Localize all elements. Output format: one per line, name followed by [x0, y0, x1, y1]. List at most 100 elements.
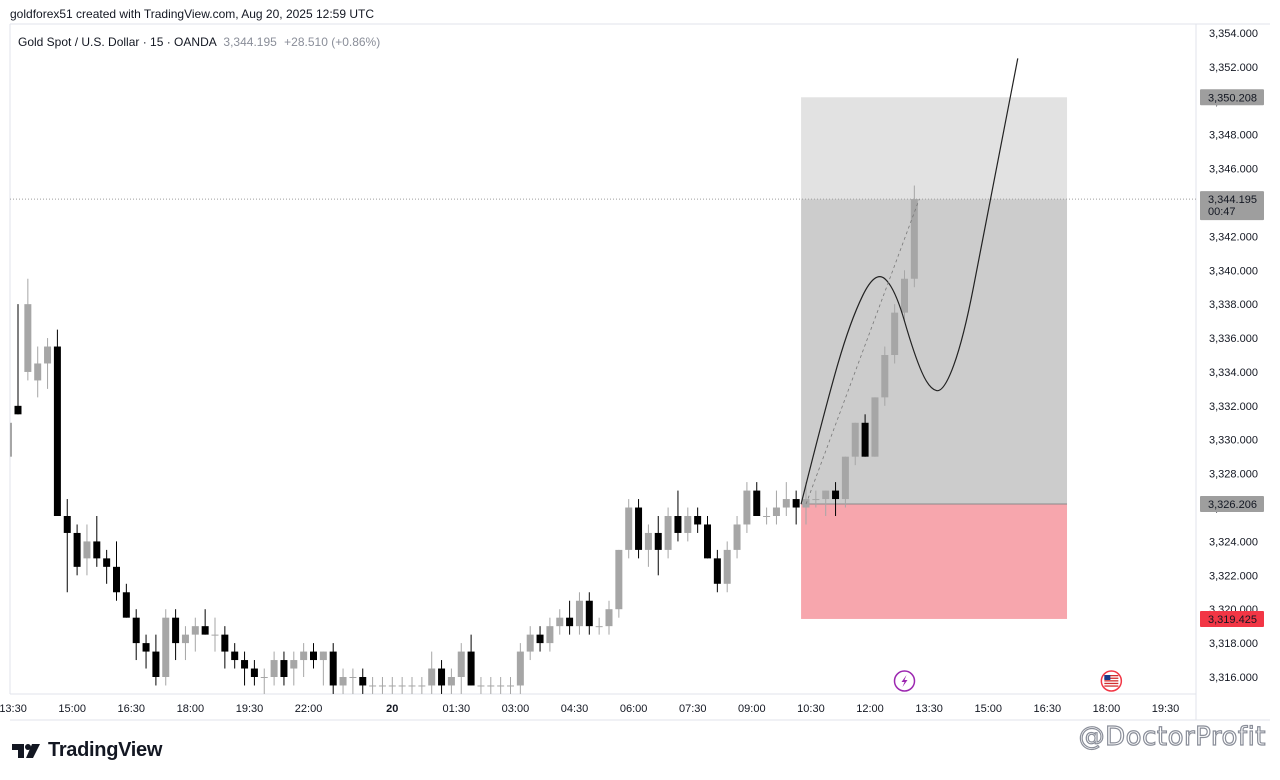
candle-body — [349, 677, 357, 678]
time-tick-label: 10:30 — [797, 703, 825, 715]
candle — [172, 609, 180, 661]
watermark: @DoctorProfit — [1078, 721, 1266, 752]
candle-body — [901, 278, 908, 313]
candle-body — [733, 524, 741, 550]
candle — [152, 634, 160, 686]
events[interactable] — [893, 670, 1123, 692]
candle — [349, 668, 357, 694]
target-price-tag-bg — [1200, 89, 1264, 106]
candle — [635, 499, 643, 559]
candle — [536, 626, 544, 652]
candle — [625, 499, 633, 559]
candle-body — [575, 600, 583, 627]
candle — [782, 482, 790, 516]
time-tick-label: 19:30 — [1152, 703, 1180, 715]
current-price-tag-bg — [1200, 191, 1264, 221]
price-tick-label: 3,322.000 — [1209, 570, 1258, 582]
candle-body — [832, 490, 840, 500]
candle — [290, 651, 298, 686]
candle-body — [113, 566, 120, 593]
candle-body — [477, 685, 485, 687]
candle-body — [73, 532, 81, 567]
projection-path — [800, 58, 1019, 505]
candle-body — [585, 600, 593, 627]
candle — [44, 338, 52, 389]
candle-body — [132, 617, 140, 644]
candle — [339, 668, 347, 694]
candle-body — [772, 507, 780, 516]
candle — [388, 677, 396, 694]
dashed-trend-line — [805, 198, 920, 505]
entry-price-tag: 3,326.206 — [1208, 499, 1257, 511]
candle — [487, 677, 495, 694]
candle-body — [841, 456, 849, 500]
candle-body — [644, 532, 652, 550]
profit-zone — [801, 199, 1068, 505]
tradingview-logo[interactable]: TradingView — [12, 739, 162, 762]
candle — [408, 677, 416, 694]
candle-body — [172, 617, 180, 644]
candle-body — [34, 363, 42, 381]
candle-body — [191, 626, 199, 635]
candle — [664, 507, 672, 559]
candle-body — [595, 626, 603, 628]
time-tick-label: 18:00 — [177, 703, 205, 715]
candle — [221, 626, 229, 669]
candle-body — [260, 677, 268, 678]
candle-body — [369, 685, 377, 687]
candle — [260, 668, 268, 694]
candle — [241, 651, 249, 686]
candle — [142, 634, 150, 669]
target-price-tag: 3,350.208 — [1208, 92, 1257, 104]
candle — [556, 609, 564, 635]
us-flag-event-icon[interactable] — [1100, 670, 1123, 692]
candle-body — [536, 634, 544, 644]
candle-body — [53, 346, 61, 516]
candle-body — [211, 634, 219, 636]
price-tick-label: 3,354.000 — [1209, 28, 1258, 40]
candles — [10, 185, 918, 694]
price-tick-label: 3,328.000 — [1209, 469, 1258, 481]
candle — [438, 660, 446, 694]
candle — [201, 609, 209, 635]
candle-body — [103, 558, 111, 567]
candle-body — [507, 685, 514, 687]
candle-body — [871, 397, 879, 457]
profit-zone-upper — [801, 97, 1068, 200]
candle — [359, 668, 367, 694]
candle-body — [516, 651, 524, 686]
time-tick-label: 20 — [386, 703, 398, 715]
candle-body — [310, 651, 317, 661]
current-price-tag: 3,344.195 — [1208, 194, 1257, 206]
time-axis[interactable]: 13:30 15:00 16:30 18:00 19:30 22:00 20 01:30 03:… — [0, 703, 1179, 715]
time-tick-label: 19:30 — [236, 703, 264, 715]
candle — [546, 617, 554, 652]
symbol-bar[interactable]: Gold Spot / U.S. Dollar · 15 · OANDA 3,3… — [18, 35, 380, 49]
stop-price-tag: 3,319.425 — [1208, 614, 1257, 626]
candle-body — [822, 490, 830, 500]
candle-body — [743, 490, 751, 525]
long-position-tool[interactable] — [10, 97, 1196, 619]
candle — [181, 626, 189, 661]
candle-body — [487, 685, 495, 687]
lightning-event-icon[interactable] — [893, 670, 916, 692]
flag-stripe — [1104, 682, 1119, 685]
price-tick-label: 3,334.000 — [1209, 367, 1258, 379]
candle — [53, 329, 61, 516]
time-tick-label: 16:30 — [118, 703, 146, 715]
candle-body — [44, 346, 52, 364]
candle — [585, 592, 593, 635]
price-axis[interactable]: 3,316.0003,318.0003,320.0003,322.0003,32… — [1200, 28, 1264, 684]
time-tick-label: 22:00 — [295, 703, 323, 715]
candle-body — [635, 507, 643, 550]
candle-body — [546, 626, 554, 644]
drawings[interactable] — [800, 58, 1019, 505]
price-tick-label: 3,332.000 — [1209, 401, 1258, 413]
candle-body — [398, 685, 406, 687]
last-price: 3,344.195 — [223, 35, 277, 49]
candle-body — [359, 677, 367, 686]
candle — [73, 524, 81, 576]
candle — [772, 490, 780, 525]
candle — [763, 507, 771, 525]
